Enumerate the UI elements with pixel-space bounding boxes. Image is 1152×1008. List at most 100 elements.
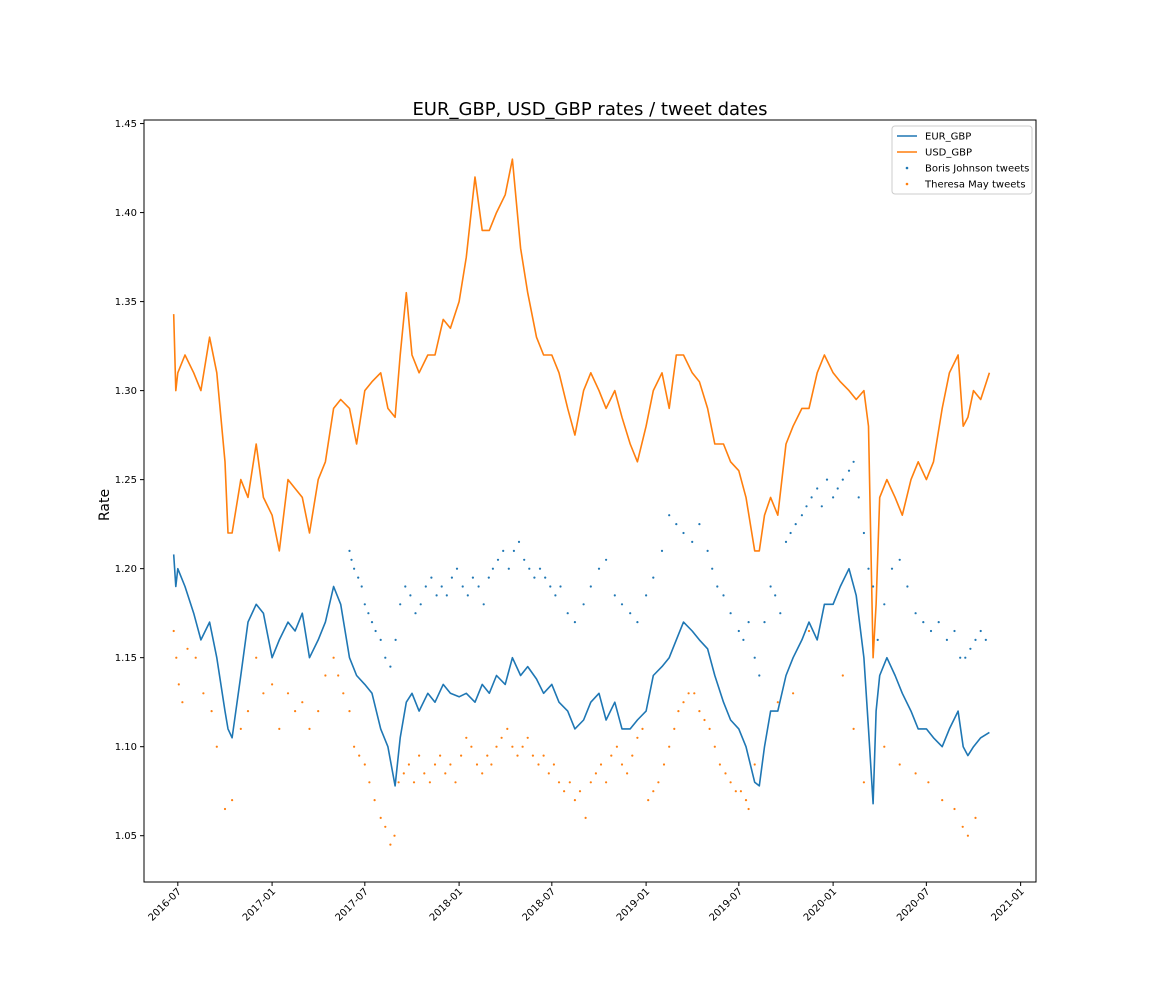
x-tick-label: 2018-07 (521, 886, 558, 923)
y-axis-label: Rate (97, 489, 113, 521)
boris-johnson-tweets-point (769, 585, 772, 588)
boris-johnson-tweets-point (832, 496, 835, 499)
theresa-may-tweets-point (687, 692, 690, 695)
boris-johnson-tweets-point (477, 585, 480, 588)
boris-johnson-tweets-point (682, 531, 685, 535)
theresa-may-tweets-point (626, 772, 629, 775)
boris-johnson-tweets-point (937, 621, 940, 624)
boris-johnson-tweets-point (979, 629, 982, 633)
boris-johnson-tweets-point (455, 567, 459, 570)
x-tick-label: 2019-07 (708, 886, 745, 923)
boris-johnson-tweets-point (974, 638, 977, 642)
theresa-may-tweets-point (573, 799, 577, 802)
theresa-may-tweets-point (358, 754, 361, 757)
y-tick-label: 1.20 (115, 564, 137, 575)
boris-johnson-tweets-point (742, 638, 745, 642)
theresa-may-tweets-point (883, 745, 886, 748)
theresa-may-tweets-point (495, 745, 498, 748)
boris-johnson-tweets-point (482, 603, 485, 606)
theresa-may-tweets-point (941, 799, 944, 802)
boris-johnson-tweets-point (810, 496, 813, 499)
theresa-may-tweets-point (278, 727, 281, 731)
theresa-may-tweets-point (402, 772, 405, 775)
theresa-may-tweets-point (610, 754, 613, 757)
boris-johnson-tweets-point (379, 638, 382, 642)
theresa-may-tweets-point (271, 683, 274, 686)
boris-johnson-tweets-point (816, 487, 819, 490)
boris-johnson-tweets-point (435, 594, 438, 597)
theresa-may-tweets-point (589, 781, 592, 784)
theresa-may-tweets-point (301, 701, 304, 704)
boris-johnson-tweets-point (805, 505, 808, 508)
boris-johnson-tweets-point (969, 647, 972, 650)
theresa-may-tweets-point (631, 754, 634, 757)
theresa-may-tweets-point (393, 834, 396, 837)
boris-johnson-tweets-point (370, 621, 374, 624)
boris-johnson-tweets-point (774, 594, 777, 597)
theresa-may-tweets-point (641, 727, 644, 731)
boris-johnson-tweets-point (929, 629, 933, 633)
boris-johnson-tweets-point (629, 612, 632, 615)
theresa-may-tweets-point (262, 692, 265, 695)
boris-johnson-tweets-point (597, 567, 601, 570)
theresa-may-tweets-point (734, 790, 737, 793)
theresa-may-tweets-point (186, 647, 189, 650)
theresa-may-tweets-point (516, 754, 519, 757)
theresa-may-tweets-point (486, 754, 489, 757)
chart-title: EUR_GBP, USD_GBP rates / tweet dates (412, 99, 767, 120)
series-theresa-may-tweets (172, 629, 977, 846)
boris-johnson-tweets-point (800, 514, 804, 517)
boris-johnson-tweets-point (440, 585, 443, 588)
theresa-may-tweets-point (231, 799, 234, 802)
boris-johnson-tweets-point (512, 549, 516, 553)
theresa-may-tweets-point (662, 763, 666, 766)
theresa-may-tweets-point (246, 710, 250, 713)
theresa-may-tweets-point (961, 825, 964, 828)
theresa-may-tweets-point (807, 629, 811, 633)
boris-johnson-tweets-point (779, 612, 782, 615)
boris-johnson-tweets-point (487, 576, 490, 579)
legend-box (891, 125, 1033, 195)
theresa-may-tweets-point (578, 790, 582, 793)
series-boris-johnson-tweets (348, 460, 987, 677)
boris-johnson-tweets-point (589, 585, 592, 588)
boris-johnson-tweets-point (825, 478, 829, 481)
boris-johnson-tweets-point (698, 523, 701, 526)
theresa-may-tweets-point (294, 710, 297, 713)
boris-johnson-tweets-point (414, 612, 417, 615)
x-tick-label: 2018-01 (428, 886, 465, 923)
boris-johnson-tweets-point (523, 558, 526, 561)
y-tick-label: 1.45 (115, 119, 137, 130)
boris-johnson-tweets-point (964, 656, 967, 659)
theresa-may-tweets-point (348, 710, 351, 713)
boris-johnson-tweets-point (636, 621, 639, 624)
y-axis: 1.05 1.10 1.15 1.20 1.25 1.30 1.35 1.40 1.45 (115, 119, 144, 842)
boris-johnson-tweets-point (784, 540, 788, 544)
boris-johnson-tweets-point (953, 629, 956, 633)
boris-johnson-tweets-point (582, 603, 585, 606)
boris-johnson-tweets-point (945, 638, 949, 642)
theresa-may-tweets-point (557, 781, 561, 784)
boris-johnson-tweets-point (906, 585, 909, 588)
theresa-may-tweets-point (724, 772, 727, 775)
boris-johnson-tweets-point (404, 585, 407, 588)
boris-johnson-tweets-point (675, 523, 678, 526)
boris-johnson-tweets-point (559, 585, 562, 588)
theresa-may-tweets-point (223, 807, 227, 811)
boris-johnson-tweets-point (898, 558, 901, 561)
theresa-may-tweets-point (568, 781, 571, 784)
series-usd-gbp (172, 158, 991, 659)
theresa-may-tweets-point (317, 710, 320, 713)
boris-johnson-tweets-point (544, 576, 547, 579)
theresa-may-tweets-point (673, 727, 676, 731)
boris-johnson-tweets-point (353, 567, 356, 570)
theresa-may-tweets-point (693, 692, 696, 695)
boris-johnson-tweets-point (883, 603, 886, 606)
x-tick-label: 2020-07 (895, 886, 932, 923)
theresa-may-tweets-point (744, 799, 748, 802)
theresa-may-tweets-point (506, 727, 509, 731)
theresa-may-tweets-point (353, 745, 356, 748)
theresa-may-tweets-point (511, 745, 514, 748)
boris-johnson-tweets-point (836, 487, 839, 490)
